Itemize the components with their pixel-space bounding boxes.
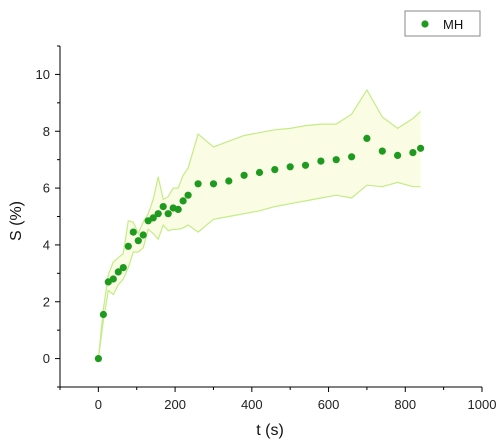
data-point: [209, 180, 218, 188]
x-tick-label: 600: [318, 397, 340, 412]
data-point: [317, 157, 325, 165]
y-tick-label: 8: [43, 124, 50, 139]
data-point: [255, 168, 264, 177]
data-point: [409, 149, 417, 157]
x-tick-label: 200: [164, 397, 186, 412]
data-point: [124, 242, 132, 250]
legend-label-mh: MH: [443, 17, 463, 32]
data-point: [179, 197, 187, 205]
legend: MH: [404, 10, 481, 37]
data-point: [129, 228, 137, 236]
y-tick-label: 6: [43, 181, 50, 196]
y-tick-label: 10: [36, 67, 50, 82]
data-point: [394, 151, 402, 159]
data-point: [119, 264, 127, 272]
data-point: [184, 191, 192, 199]
y-tick-label: 2: [43, 294, 50, 309]
data-point: [194, 180, 202, 188]
upper-bound-line: [97, 88, 422, 359]
axes: [55, 45, 483, 392]
x-tick-label: 1000: [468, 397, 497, 412]
data-point: [363, 134, 371, 142]
x-tick-label: 400: [241, 397, 263, 412]
data-point: [225, 177, 233, 185]
data-point: [99, 310, 107, 319]
data-point: [417, 144, 425, 152]
data-point: [164, 210, 172, 218]
data-point: [159, 203, 167, 211]
data-point: [286, 163, 294, 171]
data-point: [94, 355, 102, 363]
y-tick-label: 4: [43, 237, 50, 252]
data-point: [378, 147, 386, 155]
data-point: [271, 166, 279, 174]
data-point: [134, 237, 142, 245]
data-point: [109, 275, 117, 283]
x-axis-label: t (s): [256, 422, 284, 439]
x-tick-label: 800: [394, 397, 416, 412]
uncertainty-band-fill: [98, 90, 421, 359]
data-point: [114, 268, 122, 276]
data-point: [240, 171, 248, 179]
y-axis-label: S (%): [8, 201, 25, 241]
data-point: [174, 205, 182, 213]
data-point: [301, 161, 310, 169]
y-tick-label: 0: [43, 351, 50, 366]
legend-box: [404, 10, 481, 37]
lower-bound-line: [97, 181, 421, 359]
tick-labels-layer: 0 200 400 600 800 1000 0 2 4 6 8 10: [36, 67, 497, 412]
legend-marker-mh: [421, 20, 429, 28]
data-point: [348, 153, 356, 161]
uncertainty-band-layer: [97, 88, 422, 359]
data-points-layer: [94, 134, 425, 363]
data-point: [139, 231, 147, 239]
data-point: [149, 214, 157, 222]
x-tick-label: 0: [95, 397, 102, 412]
data-point: [332, 156, 340, 164]
data-point: [154, 210, 162, 218]
